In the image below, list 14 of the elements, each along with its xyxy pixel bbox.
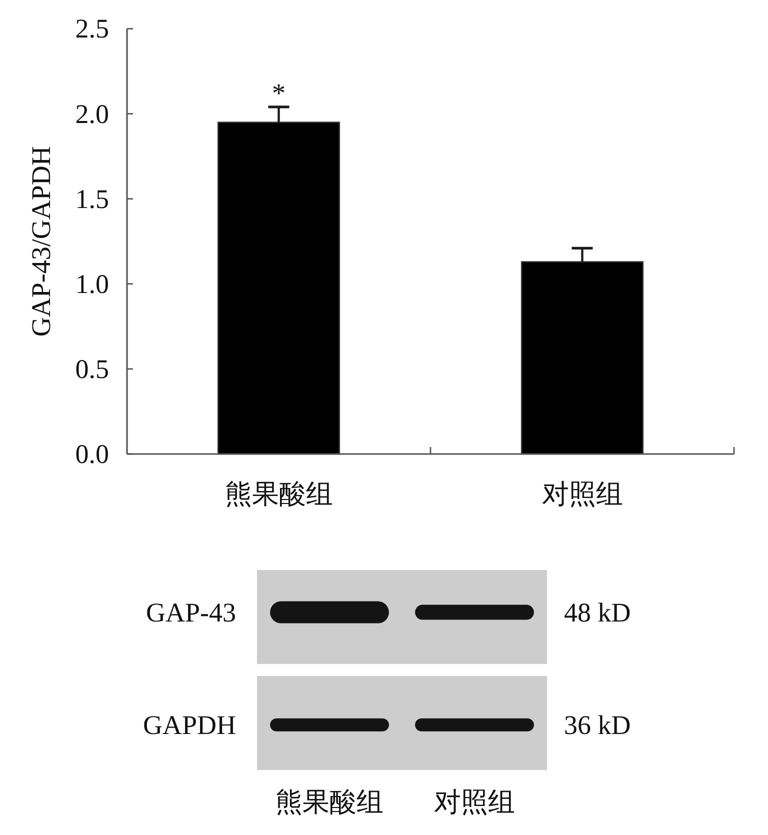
category-label: GAPDH <box>142 710 236 740</box>
category-label: GAP-43 <box>146 597 236 628</box>
category-label: 36 kD <box>564 710 631 740</box>
category-label: 熊果酸组 <box>276 787 384 817</box>
y-tick-label: 2.5 <box>75 14 109 44</box>
y-tick-label: 0.0 <box>75 439 109 469</box>
annotation: * <box>272 78 286 108</box>
y-tick-label: 1.0 <box>75 268 109 299</box>
y-axis-title: GAP-43/GAPDH <box>26 146 56 337</box>
y-tick-label: 0.5 <box>75 354 109 384</box>
y-tick-label: 2.0 <box>75 98 109 129</box>
y-tick-label: 1.5 <box>75 184 109 214</box>
category-label: 对照组 <box>434 787 515 817</box>
category-label: 48 kD <box>564 597 631 628</box>
